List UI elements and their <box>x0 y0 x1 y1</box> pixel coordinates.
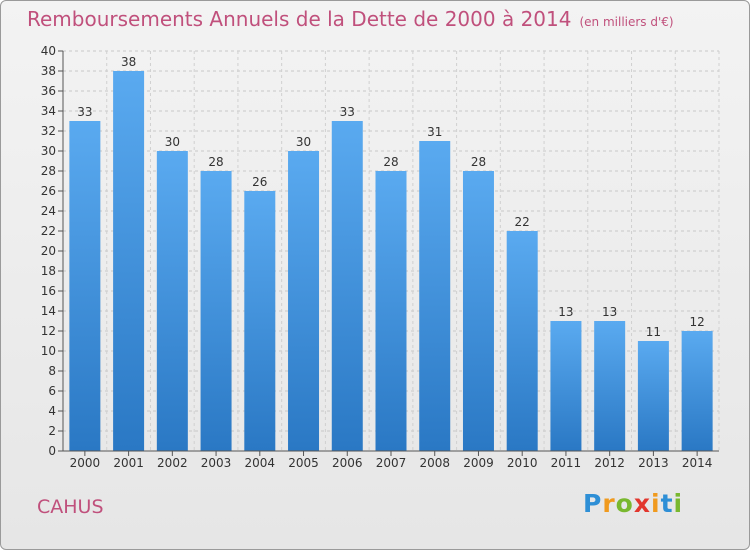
y-tick-label: 20 <box>41 244 56 258</box>
bar-value-label: 13 <box>602 305 617 319</box>
axes: 0246810121416182022242628303234363840200… <box>41 44 719 470</box>
bar-value-label: 33 <box>77 105 92 119</box>
y-tick-label: 2 <box>48 424 56 438</box>
x-tick-label: 2013 <box>638 456 669 470</box>
logo-letter: i <box>673 489 684 518</box>
y-tick-label: 22 <box>41 224 56 238</box>
y-tick-label: 30 <box>41 144 56 158</box>
bar-value-label: 28 <box>383 155 398 169</box>
x-tick-label: 2005 <box>288 456 319 470</box>
y-tick-label: 6 <box>48 384 56 398</box>
bar-value-label: 28 <box>471 155 486 169</box>
logo-letter: x <box>633 489 651 518</box>
x-tick-label: 2010 <box>507 456 538 470</box>
y-tick-label: 4 <box>48 404 56 418</box>
bar-value-label: 12 <box>689 315 704 329</box>
y-tick-label: 14 <box>41 304 56 318</box>
y-tick-label: 40 <box>41 44 56 58</box>
bar-value-label: 13 <box>558 305 573 319</box>
bar-value-label: 33 <box>340 105 355 119</box>
y-tick-label: 10 <box>41 344 56 358</box>
y-tick-label: 18 <box>41 264 56 278</box>
y-tick-label: 16 <box>41 284 56 298</box>
proxiti-logo[interactable]: Proxiti <box>583 489 683 518</box>
y-tick-label: 0 <box>48 444 56 458</box>
bar <box>506 231 538 451</box>
x-tick-label: 2012 <box>594 456 625 470</box>
bar <box>244 191 276 451</box>
x-tick-label: 2004 <box>245 456 276 470</box>
bars: 33 38 30 28 26 30 33 28 31 28 22 13 13 11 12 <box>69 55 713 451</box>
logo-letter: i <box>651 489 661 518</box>
bar-value-label: 30 <box>296 135 311 149</box>
y-tick-label: 8 <box>48 364 56 378</box>
bar <box>637 341 669 451</box>
bar <box>113 71 145 451</box>
bar-value-label: 38 <box>121 55 136 69</box>
x-tick-label: 2011 <box>551 456 582 470</box>
bar <box>462 171 494 451</box>
y-tick-label: 34 <box>41 104 56 118</box>
x-tick-label: 2007 <box>376 456 407 470</box>
y-tick-label: 28 <box>41 164 56 178</box>
bar-value-label: 28 <box>208 155 223 169</box>
city-name: CAHUS <box>37 496 104 518</box>
logo-letter: t <box>660 489 674 518</box>
x-tick-label: 2003 <box>201 456 232 470</box>
bar <box>288 151 320 451</box>
bar <box>200 171 232 451</box>
bar-value-label: 31 <box>427 125 442 139</box>
y-tick-label: 38 <box>41 64 56 78</box>
bar <box>419 141 451 451</box>
bar <box>156 151 188 451</box>
logo-letter: P <box>583 489 603 518</box>
logo-letter: r <box>602 489 616 518</box>
x-tick-label: 2014 <box>682 456 713 470</box>
chart-title: Remboursements Annuels de la Dette de 20… <box>27 7 674 31</box>
x-tick-label: 2002 <box>157 456 188 470</box>
x-tick-label: 2006 <box>332 456 363 470</box>
bar <box>550 321 582 451</box>
bar-value-label: 11 <box>646 325 661 339</box>
bar-value-label: 26 <box>252 175 267 189</box>
x-tick-label: 2008 <box>419 456 450 470</box>
bar <box>375 171 407 451</box>
y-tick-label: 32 <box>41 124 56 138</box>
chart-unit: (en milliers d'€) <box>579 15 674 29</box>
y-tick-label: 24 <box>41 204 56 218</box>
logo-letter: o <box>615 489 634 518</box>
y-tick-label: 26 <box>41 184 56 198</box>
bar <box>681 331 713 451</box>
bar <box>594 321 626 451</box>
y-tick-label: 36 <box>41 84 56 98</box>
y-tick-label: 12 <box>41 324 56 338</box>
x-tick-label: 2000 <box>70 456 101 470</box>
bar-value-label: 22 <box>515 215 530 229</box>
x-tick-label: 2001 <box>113 456 144 470</box>
bar-value-label: 30 <box>165 135 180 149</box>
bar <box>331 121 363 451</box>
chart-title-text: Remboursements Annuels de la Dette de 20… <box>27 7 572 31</box>
x-tick-label: 2009 <box>463 456 494 470</box>
bar <box>69 121 101 451</box>
